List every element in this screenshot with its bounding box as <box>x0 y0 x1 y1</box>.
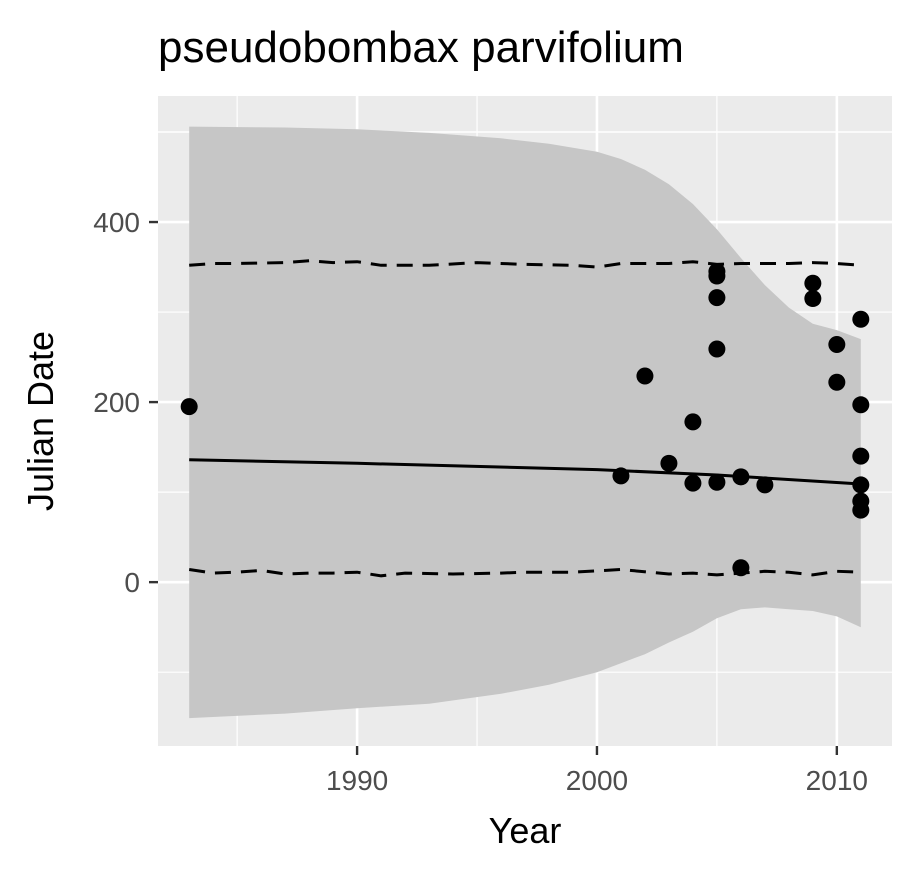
y-tick-label: 200 <box>93 387 140 418</box>
data-point <box>684 413 702 431</box>
y-tick-label: 0 <box>124 567 140 598</box>
data-point <box>708 267 726 285</box>
y-axis-label: Julian Date <box>20 331 61 511</box>
data-point <box>804 290 822 308</box>
data-point <box>612 467 630 485</box>
data-point <box>660 454 678 472</box>
data-point <box>852 501 870 519</box>
data-point <box>852 476 870 494</box>
data-point <box>852 447 870 465</box>
data-point <box>708 473 726 491</box>
lower-dashed-line <box>188 567 861 578</box>
x-axis: 1990 2000 2010 <box>326 746 868 796</box>
data-point <box>756 476 774 494</box>
data-point <box>636 367 654 385</box>
data-point <box>828 335 846 353</box>
data-points <box>180 263 870 577</box>
confidence-ribbon <box>189 126 861 719</box>
data-point <box>852 310 870 328</box>
x-axis-label: Year <box>489 810 562 851</box>
x-tick-label: 2010 <box>806 765 868 796</box>
data-point <box>852 396 870 414</box>
data-point <box>708 340 726 358</box>
data-point <box>180 398 198 416</box>
upper-dashed-line <box>189 259 861 269</box>
data-point <box>732 559 750 577</box>
data-point <box>828 373 846 391</box>
data-point <box>732 468 750 486</box>
chart-title: pseudobombax parvifolium <box>158 23 684 72</box>
x-tick-label: 1990 <box>326 765 388 796</box>
data-point <box>804 274 822 292</box>
x-tick-label: 2000 <box>566 765 628 796</box>
data-point <box>708 289 726 307</box>
y-axis: 0 200 400 <box>93 207 158 598</box>
y-tick-label: 400 <box>93 207 140 238</box>
data-point <box>684 474 702 492</box>
